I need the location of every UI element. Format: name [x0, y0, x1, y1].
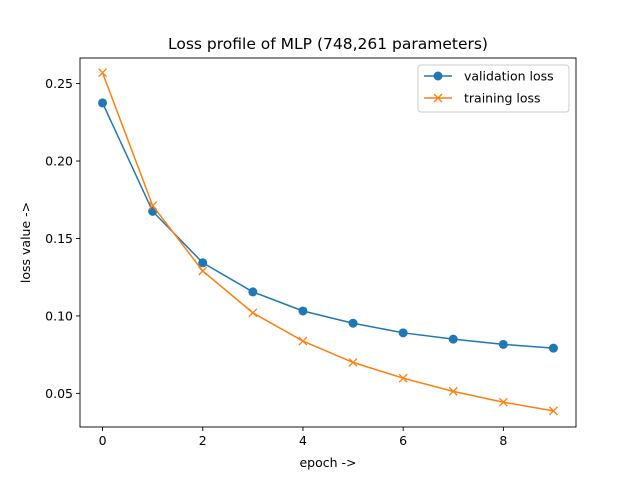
legend-box	[417, 64, 570, 113]
legend-marker-validation-loss	[433, 71, 443, 81]
data-point-validation-loss	[498, 339, 508, 349]
data-point-validation-loss	[248, 287, 258, 297]
data-point-training-loss	[298, 336, 308, 346]
y-axis-label: loss value ->	[18, 202, 33, 283]
chart-title: Loss profile of MLP (748,261 parameters)	[168, 35, 488, 53]
data-point-validation-loss	[298, 306, 308, 316]
plot-frame	[79, 57, 577, 428]
y-tick-label: 0.25	[45, 76, 73, 91]
data-point-training-loss	[398, 373, 408, 383]
y-tick-label: 0.10	[45, 308, 73, 323]
data-point-training-loss	[448, 386, 458, 396]
x-tick-label: 4	[299, 433, 307, 448]
data-point-validation-loss	[548, 343, 558, 353]
y-tick-label: 0.20	[45, 154, 73, 169]
data-point-training-loss	[498, 397, 508, 407]
legend: validation loss training loss	[417, 64, 570, 113]
data-point-validation-loss	[398, 328, 408, 338]
y-axis-ticks: 0.05 0.10 0.15 0.20 0.25	[45, 76, 80, 401]
data-point-validation-loss	[348, 318, 358, 328]
plot-area	[80, 58, 576, 427]
data-point-training-loss	[348, 357, 358, 367]
y-tick-label: 0.05	[45, 386, 73, 401]
x-tick-label: 0	[99, 433, 107, 448]
legend-label-validation-loss: validation loss	[464, 69, 554, 84]
data-point-training-loss	[248, 308, 258, 318]
legend-marker-training-loss	[433, 93, 443, 103]
data-point-validation-loss	[198, 258, 208, 268]
legend-label-training-loss: training loss	[464, 91, 541, 106]
data-point-training-loss	[548, 406, 558, 416]
series-line-training-loss	[101, 72, 554, 412]
series-layer	[98, 68, 558, 416]
x-tick-label: 2	[199, 433, 207, 448]
x-axis-ticks: 0 2 4 6 8	[99, 427, 507, 448]
x-tick-label: 8	[499, 433, 507, 448]
data-point-training-loss	[98, 68, 108, 78]
legend-x-marker	[433, 93, 443, 103]
data-point-validation-loss	[98, 98, 108, 108]
data-point-validation-loss	[448, 334, 458, 344]
y-tick-label: 0.15	[45, 231, 73, 246]
x-axis-label: epoch ->	[299, 455, 356, 470]
series-line-validation-loss	[101, 102, 554, 349]
data-point-training-loss	[198, 266, 208, 276]
x-tick-label: 6	[399, 433, 407, 448]
data-point-training-loss	[148, 201, 158, 211]
